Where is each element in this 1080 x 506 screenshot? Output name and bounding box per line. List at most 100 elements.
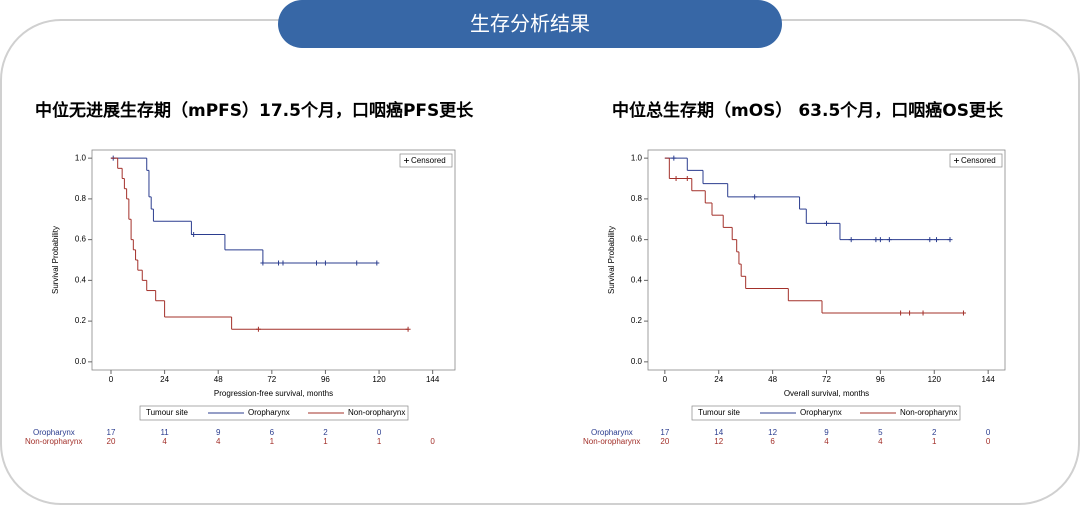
y-tick-label: 0.2: [631, 316, 643, 325]
y-tick-label: 0.2: [75, 316, 87, 325]
legend-label: Non-oropharynx: [348, 408, 405, 417]
chart-title: 中位无进展生存期（mPFS）17.5个月，口咽癌PFS更长: [35, 100, 474, 121]
risk-count: 0: [986, 437, 991, 446]
censor-mark: [673, 176, 679, 182]
censor-legend-text: Censored: [961, 156, 996, 165]
censor-mark: [752, 194, 758, 200]
y-tick-label: 0.4: [75, 275, 87, 284]
risk-count: 0: [986, 428, 991, 437]
censor-mark: [684, 176, 690, 182]
censor-mark: [374, 260, 380, 266]
x-tick-label: 48: [768, 375, 777, 384]
x-tick-label: 120: [928, 375, 942, 384]
legend-label: Non-oropharynx: [900, 408, 957, 417]
x-tick-label: 144: [426, 375, 440, 384]
risk-count: 9: [216, 428, 221, 437]
censor-mark: [260, 260, 266, 266]
censor-legend-box: [399, 153, 453, 168]
x-tick-label: 0: [109, 375, 114, 384]
risk-count: 9: [824, 428, 829, 437]
legend-title: Tumour site: [698, 408, 740, 417]
legend-title: Tumour site: [146, 408, 188, 417]
censor-mark: [671, 155, 677, 161]
y-tick-label: 0.0: [631, 357, 643, 366]
x-tick-label: 0: [663, 375, 668, 384]
x-tick-label: 144: [981, 375, 995, 384]
plot-frame: [647, 149, 1006, 371]
censor-mark: [920, 310, 926, 316]
y-tick-label: 0.8: [75, 194, 87, 203]
censor-mark: [848, 237, 854, 243]
censor-mark: [907, 310, 913, 316]
risk-count: 6: [770, 437, 775, 446]
risk-count: 1: [377, 437, 382, 446]
censor-mark: [322, 260, 328, 266]
risk-count: 1: [323, 437, 328, 446]
x-tick-label: 72: [267, 375, 276, 384]
censor-mark: [873, 237, 879, 243]
censor-mark: [276, 260, 282, 266]
censor-mark: [898, 310, 904, 316]
censor-legend-symbol: [954, 158, 959, 163]
censor-mark: [314, 260, 320, 266]
censor-mark: [927, 237, 933, 243]
risk-count: 17: [660, 428, 669, 437]
chart-title: 中位总生存期（mOS） 63.5个月，口咽癌OS更长: [612, 100, 1004, 121]
y-tick-label: 0.0: [75, 357, 87, 366]
risk-count: 0: [430, 437, 435, 446]
censor-legend-symbol: [404, 158, 409, 163]
x-axis-label: Progression-free survival, months: [214, 389, 333, 398]
risk-count: 6: [270, 428, 275, 437]
risk-count: 2: [932, 428, 937, 437]
risk-count: 5: [878, 428, 883, 437]
y-tick-label: 0.8: [631, 194, 643, 203]
legend-box: [691, 405, 961, 421]
x-tick-label: 48: [214, 375, 223, 384]
y-axis-label: Survival Probability: [51, 226, 60, 294]
page-title: 生存分析结果: [470, 12, 590, 36]
censor-mark: [354, 260, 360, 266]
risk-row-label: Non-oropharynx: [583, 437, 640, 446]
censor-mark: [280, 260, 286, 266]
x-tick-label: 72: [822, 375, 831, 384]
risk-count: 20: [107, 437, 116, 446]
censor-mark: [877, 237, 883, 243]
plot-frame: [91, 149, 456, 371]
risk-count: 12: [714, 437, 723, 446]
x-tick-label: 24: [714, 375, 723, 384]
risk-count: 11: [160, 428, 169, 437]
y-tick-label: 0.4: [631, 275, 643, 284]
risk-count: 4: [162, 437, 167, 446]
censor-mark: [886, 237, 892, 243]
risk-row-label: Oropharynx: [33, 428, 75, 437]
legend-box: [139, 405, 409, 421]
legend-label: Oropharynx: [800, 408, 842, 417]
y-tick-label: 0.6: [75, 235, 87, 244]
y-axis-label: Survival Probability: [607, 226, 616, 294]
censor-mark: [960, 310, 966, 316]
risk-count: 1: [270, 437, 275, 446]
censor-legend-text: Censored: [411, 156, 446, 165]
risk-count: 17: [107, 428, 116, 437]
censor-mark: [255, 326, 261, 332]
x-tick-label: 24: [160, 375, 169, 384]
y-tick-label: 0.6: [631, 235, 643, 244]
censor-mark: [824, 220, 829, 226]
x-axis-label: Overall survival, months: [784, 389, 869, 398]
censor-legend-box: [949, 153, 1003, 168]
title-pill: [278, 0, 782, 48]
risk-count: 0: [377, 428, 382, 437]
legend-label: Oropharynx: [248, 408, 290, 417]
risk-count: 14: [714, 428, 723, 437]
y-tick-label: 1.0: [75, 153, 87, 162]
risk-count: 4: [216, 437, 221, 446]
x-tick-label: 96: [876, 375, 885, 384]
censor-mark: [191, 232, 197, 238]
censor-mark: [405, 326, 411, 332]
risk-row-label: Oropharynx: [591, 428, 633, 437]
censor-mark: [947, 237, 953, 243]
risk-count: 4: [824, 437, 829, 446]
risk-row-label: Non-oropharynx: [25, 437, 82, 446]
